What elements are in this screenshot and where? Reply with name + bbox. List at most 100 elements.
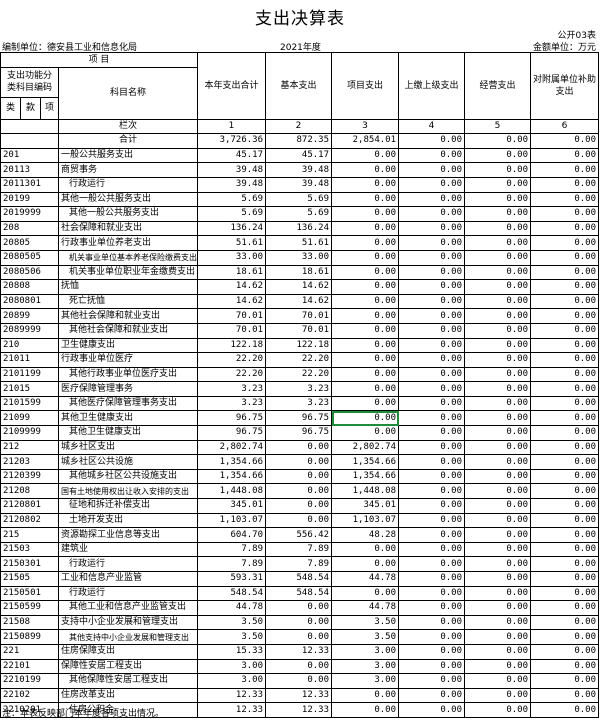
amount-cell: 96.75 — [197, 410, 266, 427]
amount-cell: 0.00 — [464, 264, 531, 281]
index-label: 栏次 — [58, 118, 198, 135]
amount-cell: 0.00 — [464, 556, 531, 572]
total-row: 合计 3,726.36 872.35 2,854.01 0.00 0.00 0.00 — [0, 133, 599, 149]
amount-cell: 0.00 — [331, 220, 399, 237]
amount-cell: 0.00 — [398, 395, 465, 412]
amount-cell: 0.00 — [530, 629, 599, 645]
code-cell: 20899 — [0, 308, 59, 324]
amount-cell: 0.00 — [331, 585, 399, 602]
code-cell: 21505 — [0, 571, 59, 587]
amount-cell: 0.00 — [331, 352, 399, 368]
amount-cell: 0.00 — [331, 322, 399, 339]
amount-cell: 0.00 — [331, 279, 399, 295]
name-cell: 住房保障支出 — [58, 643, 198, 660]
data-row: 21011 行政事业单位医疗 22.20 22.20 0.00 0.00 0.00 0.00 — [0, 352, 599, 368]
amount-cell: 0.00 — [530, 512, 599, 529]
amount-cell: 0.00 — [464, 498, 531, 514]
amount-cell: 14.62 — [265, 279, 332, 295]
amount-cell: 0.00 — [331, 337, 399, 354]
amount-cell: 0.00 — [530, 279, 599, 295]
data-row: 22102 住房改革支出 12.33 12.33 0.00 0.00 0.00 0.00 — [0, 687, 599, 704]
amount-cell: 0.00 — [464, 235, 531, 251]
column-header: 基本支出 — [265, 52, 332, 120]
amount-cell: 7.89 — [197, 556, 266, 572]
amount-cell: 0.00 — [530, 571, 599, 587]
name-cell: 机关事业单位职业年金缴费支出 — [58, 264, 198, 281]
amount-cell: 0.00 — [464, 176, 531, 193]
name-cell: 其他一般公共服务支出 — [58, 206, 198, 222]
data-row: 215 资源勘探工业信息等支出 604.70 556.42 48.28 0.00 0.00 0… — [0, 527, 599, 543]
amount-cell: 0.00 — [331, 162, 399, 178]
amount-cell: 0.00 — [464, 279, 531, 295]
amount-cell: 39.48 — [265, 162, 332, 178]
code-cell: 2120801 — [0, 498, 59, 514]
amount-cell: 0.00 — [530, 658, 599, 675]
total-value: 0.00 — [398, 133, 465, 149]
footnote: 注：本表反映部门本年度各项支出情况。 — [2, 709, 165, 719]
amount-cell: 0.00 — [530, 439, 599, 456]
amount-cell: 0.00 — [398, 381, 465, 397]
amount-cell: 12.33 — [197, 687, 266, 704]
amount-cell: 0.00 — [464, 220, 531, 237]
amount-cell: 0.00 — [464, 293, 531, 310]
data-row: 22101 保障性安居工程支出 3.00 0.00 3.00 0.00 0.00 0.00 — [0, 658, 599, 675]
amount-cell: 22.20 — [197, 366, 266, 383]
column-header: 本年支出合计 — [197, 52, 266, 120]
amount-cell: 14.62 — [197, 279, 266, 295]
code-cell: 22102 — [0, 687, 59, 704]
amount-cell: 0.00 — [398, 498, 465, 514]
data-row: 20808 抚恤 14.62 14.62 0.00 0.00 0.00 0.00 — [0, 279, 599, 295]
data-row: 20805 行政事业单位养老支出 51.61 51.61 0.00 0.00 0.00 0.0… — [0, 235, 599, 251]
amount-cell: 0.00 — [530, 176, 599, 193]
amount-cell: 0.00 — [398, 483, 465, 500]
amount-cell: 12.33 — [265, 687, 332, 704]
code-cell — [0, 118, 59, 135]
amount-cell: 3.00 — [197, 658, 266, 675]
amount-cell: 33.00 — [197, 249, 266, 266]
code-cell: 20199 — [0, 191, 59, 208]
amount-cell: 3.00 — [331, 643, 399, 660]
amount-cell: 0.00 — [530, 687, 599, 704]
code-label: 支出功能分类科目编码 — [0, 66, 59, 98]
amount-cell: 0.00 — [331, 191, 399, 208]
data-row: 2089999 其他社会保障和就业支出 70.01 70.01 0.00 0.00 0.00… — [0, 322, 599, 339]
column-number: 6 — [530, 118, 599, 135]
total-value: 3,726.36 — [197, 133, 266, 149]
code-cell — [0, 133, 59, 149]
amount-cell: 0.00 — [530, 366, 599, 383]
amount-cell: 0.00 — [398, 249, 465, 266]
level-label: 类 — [0, 96, 21, 120]
code-cell: 21508 — [0, 614, 59, 631]
amount-cell: 1,354.66 — [331, 454, 399, 470]
data-row: 2011301 行政运行 39.48 39.48 0.00 0.00 0.00 0.00 — [0, 176, 599, 193]
data-row: 221 住房保障支出 15.33 12.33 3.00 0.00 0.00 0.00 — [0, 643, 599, 660]
amount-cell: 0.00 — [398, 279, 465, 295]
amount-cell: 39.48 — [197, 162, 266, 178]
data-row: 2120802 土地开发支出 1,103.07 0.00 1,103.07 0.00 0.0… — [0, 512, 599, 529]
amount-cell: 0.00 — [398, 162, 465, 178]
amount-cell: 14.62 — [197, 293, 266, 310]
amount-cell: 0.00 — [464, 643, 531, 660]
amount-cell: 0.00 — [265, 614, 332, 631]
amount-cell: 0.00 — [398, 556, 465, 572]
amount-cell: 0.00 — [331, 249, 399, 266]
data-row: 20199 其他一般公共服务支出 5.69 5.69 0.00 0.00 0.00 0.00 — [0, 191, 599, 208]
amount-cell: 0.00 — [464, 395, 531, 412]
amount-cell: 0.00 — [331, 410, 399, 427]
amount-unit: 金额单位：万元 — [532, 43, 596, 53]
name-cell: 其他城乡社区公共设施支出 — [58, 468, 198, 485]
code-cell: 2019999 — [0, 206, 59, 222]
name-cell: 工业和信息产业监管 — [58, 571, 198, 587]
amount-cell: 22.20 — [265, 366, 332, 383]
amount-cell: 0.00 — [530, 643, 599, 660]
amount-cell: 3.00 — [197, 673, 266, 689]
amount-cell: 0.00 — [398, 425, 465, 441]
name-cell: 国有土地使用权出让收入安排的支出 — [58, 483, 198, 500]
amount-cell: 0.00 — [398, 191, 465, 208]
amount-cell: 45.17 — [265, 147, 332, 164]
amount-cell: 0.00 — [265, 468, 332, 485]
amount-cell: 345.01 — [331, 498, 399, 514]
amount-cell: 0.00 — [464, 702, 531, 718]
amount-cell: 22.20 — [265, 352, 332, 368]
expenditure-table: 项 目 本年支出合计 基本支出 项目支出 上缴上级支出 经营支出 对附属单位补助… — [0, 52, 599, 718]
